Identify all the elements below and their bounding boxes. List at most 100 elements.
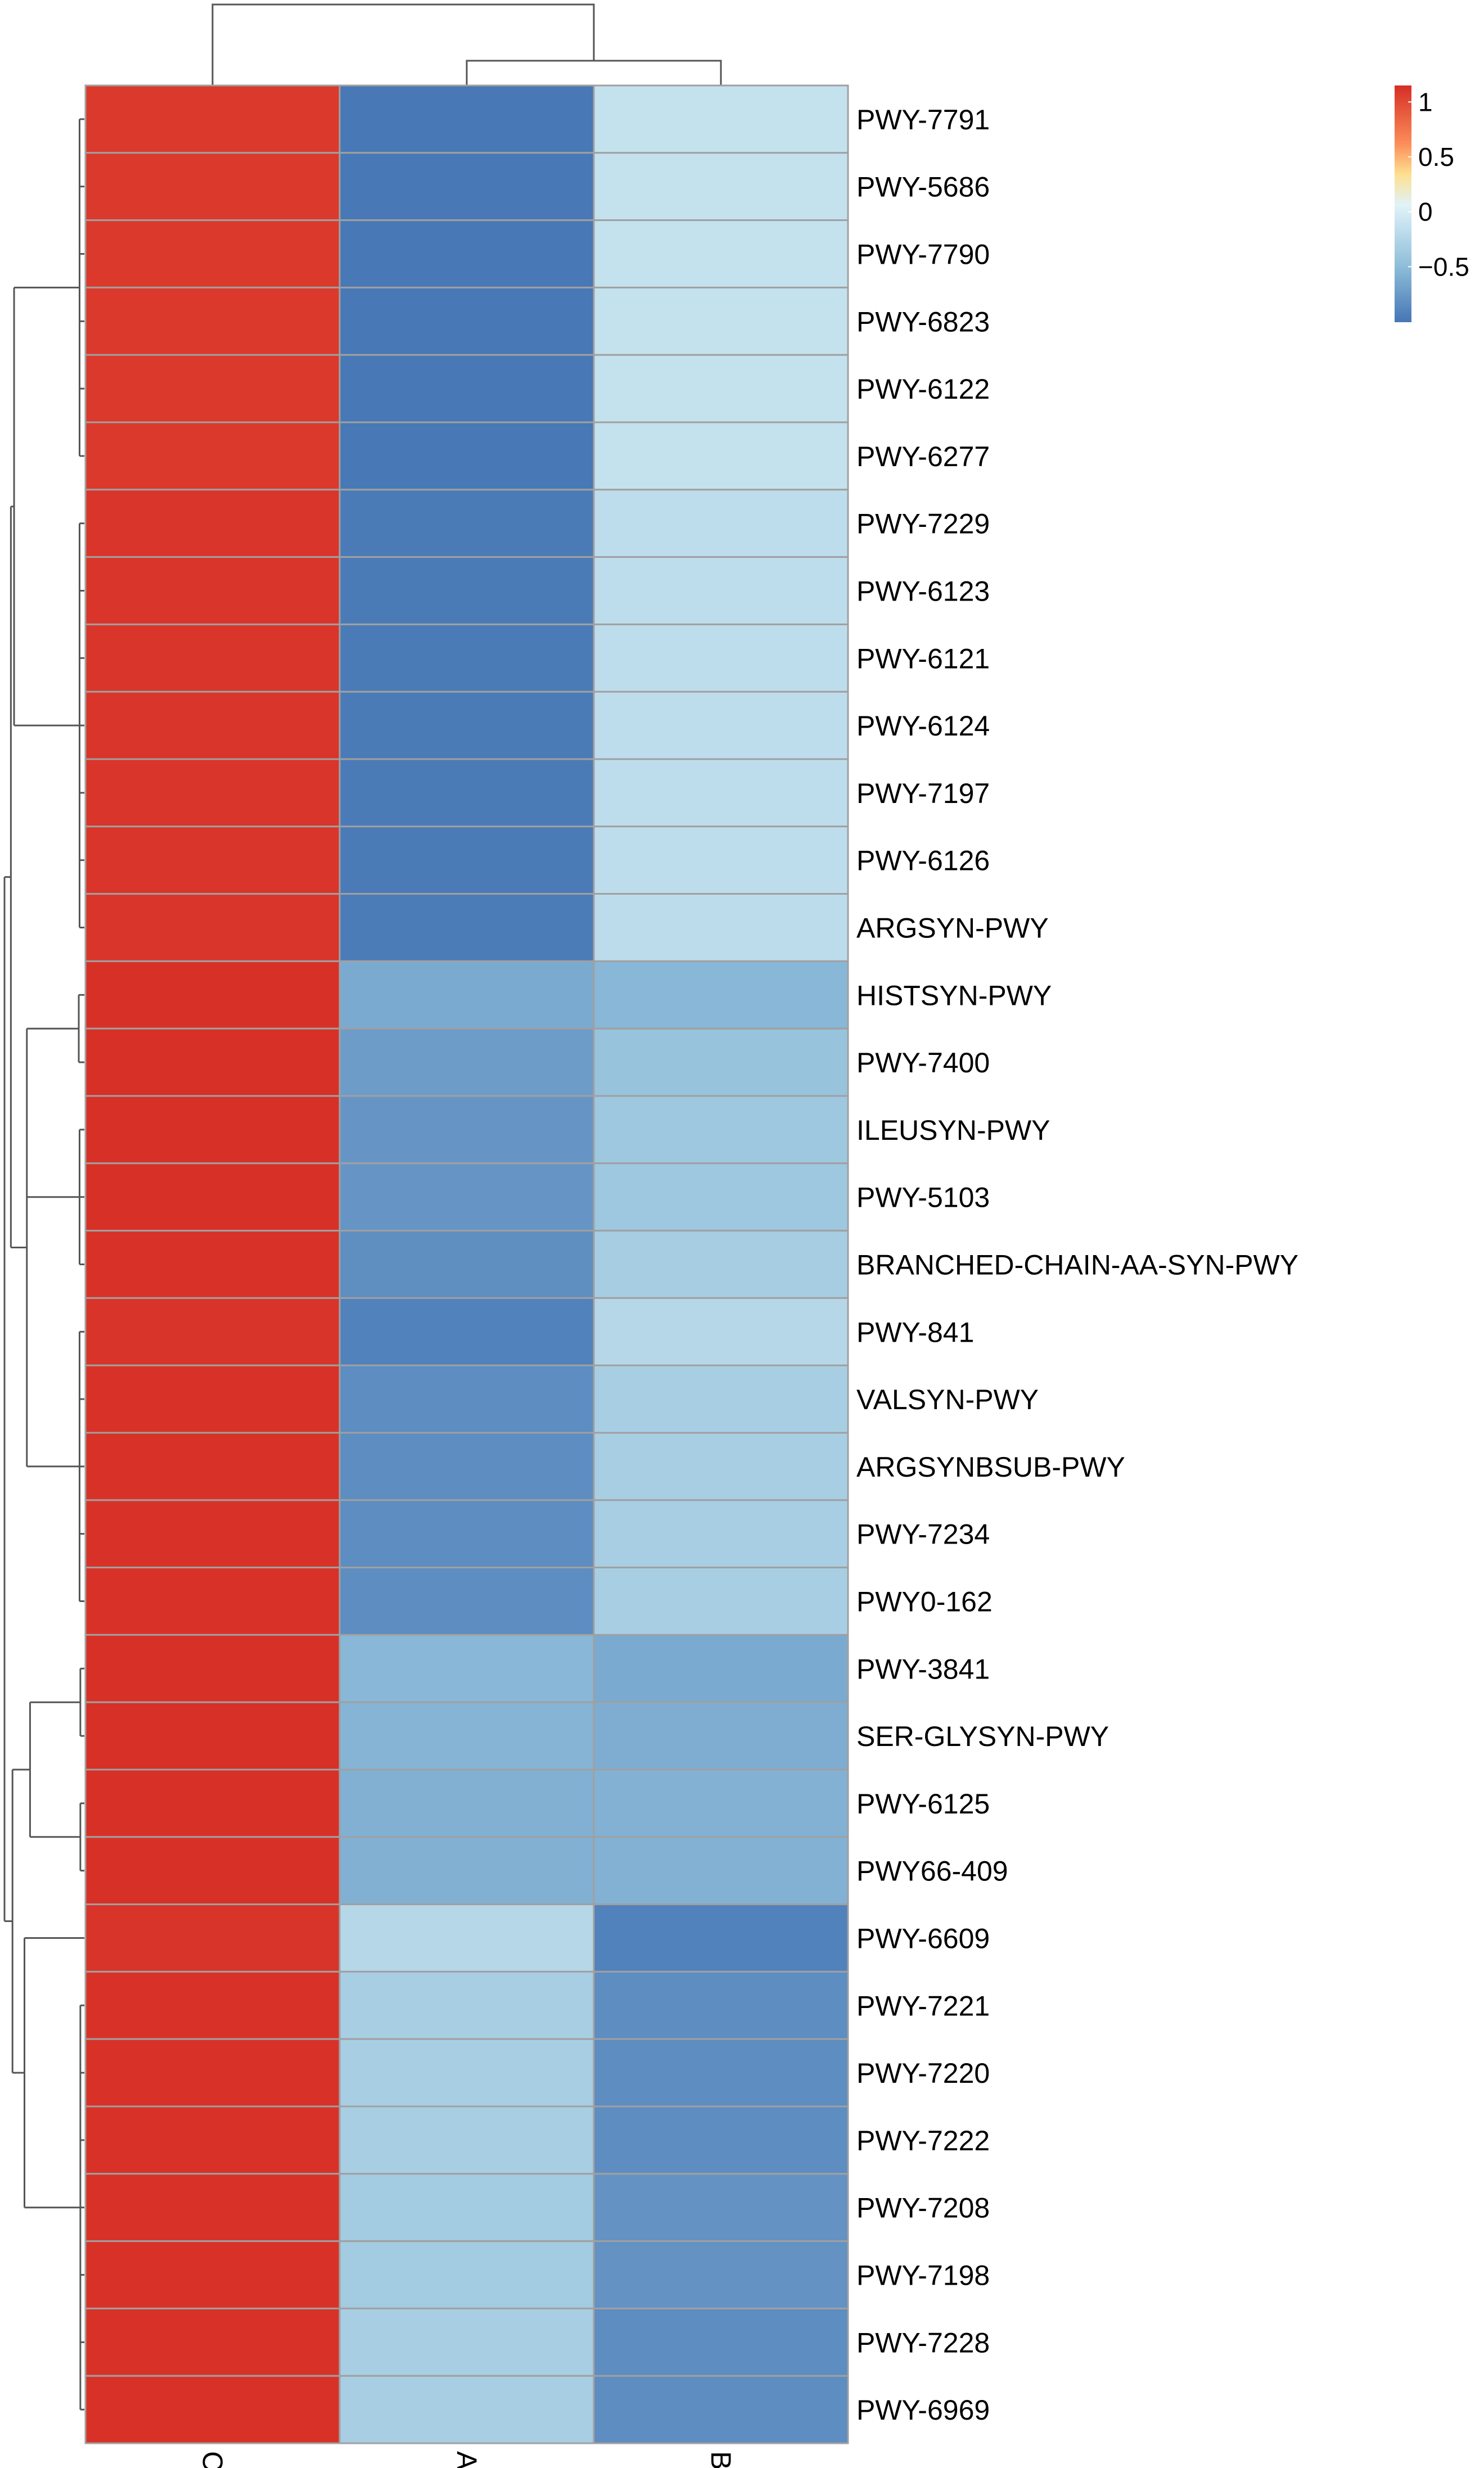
- colorbar-segment: [1395, 129, 1411, 132]
- colorbar-segment: [1395, 237, 1411, 240]
- colorbar-segment: [1395, 200, 1411, 202]
- heatmap-cell: [593, 421, 849, 491]
- colorbar-segment: [1395, 201, 1411, 204]
- heatmap-cell: [339, 2240, 595, 2309]
- heatmap-cell: [339, 2038, 595, 2108]
- colorbar-segment: [1395, 308, 1411, 310]
- heatmap-cell: [593, 758, 849, 828]
- colorbar-segment: [1395, 154, 1411, 157]
- colorbar-segment: [1395, 156, 1411, 159]
- colorbar-segment: [1395, 170, 1411, 173]
- heatmap-cell: [84, 623, 341, 693]
- heatmap-cell: [593, 1836, 849, 1906]
- colorbar-segment: [1395, 193, 1411, 196]
- row-label: PWY-6125: [856, 1788, 990, 1820]
- heatmap-cell: [84, 286, 341, 356]
- row-label: ARGSYN-PWY: [856, 913, 1049, 944]
- colorbar-segment: [1395, 235, 1411, 238]
- row-label: PWY-5686: [856, 172, 990, 203]
- row-label: SER-GLYSYN-PWY: [856, 1721, 1109, 1752]
- colorbar-segment: [1395, 296, 1411, 299]
- row-label: PWY-7228: [856, 2327, 990, 2358]
- row-label: PWY-6126: [856, 845, 990, 877]
- colorbar-segment: [1395, 255, 1411, 258]
- heatmap-cell: [84, 2038, 341, 2108]
- heatmap-cell: [593, 1701, 849, 1771]
- row-label: PWY-7234: [856, 1519, 990, 1550]
- colorbar-segment: [1395, 239, 1411, 242]
- heatmap-cell: [339, 1768, 595, 1838]
- colorbar-segment: [1395, 117, 1411, 120]
- colorbar-segment: [1395, 158, 1411, 161]
- colorbar-segment: [1395, 213, 1411, 216]
- dendrogram-branch: [211, 3, 595, 85]
- heatmap-cell: [84, 84, 341, 154]
- heatmap-cell: [339, 1027, 595, 1097]
- colorbar-segment: [1395, 134, 1411, 137]
- heatmap-cell: [84, 2240, 341, 2309]
- colorbar-segment: [1395, 150, 1411, 153]
- colorbar-segment: [1395, 146, 1411, 149]
- heatmap-cell: [593, 489, 849, 558]
- colorbar-segment: [1395, 302, 1411, 305]
- column-label: C: [197, 2451, 228, 2468]
- heatmap-cell: [84, 1432, 341, 1501]
- column-label: B: [705, 2451, 737, 2468]
- colorbar-segment: [1395, 286, 1411, 289]
- heatmap-cell: [593, 691, 849, 760]
- row-label: BRANCHED-CHAIN-AA-SYN-PWY: [856, 1249, 1298, 1281]
- colorbar-segment: [1395, 176, 1411, 179]
- heatmap-cell: [593, 286, 849, 356]
- colorbar-segment: [1395, 306, 1411, 309]
- colorbar-segment: [1395, 217, 1411, 220]
- colorbar-segment: [1395, 141, 1411, 143]
- colorbar-segment: [1395, 288, 1411, 291]
- colorbar-segment: [1395, 109, 1411, 112]
- column-label: A: [451, 2451, 482, 2468]
- colorbar-segment: [1395, 274, 1411, 277]
- colorbar-segment: [1395, 315, 1411, 318]
- colorbar-segment: [1395, 294, 1411, 297]
- colorbar-segment: [1395, 304, 1411, 306]
- heatmap-cell: [339, 691, 595, 760]
- row-label: PWY-841: [856, 1316, 974, 1348]
- heatmap-cell: [593, 1768, 849, 1838]
- heatmap-cell: [339, 1836, 595, 1906]
- colorbar-segment: [1395, 209, 1411, 212]
- colorbar-segment: [1395, 233, 1411, 236]
- colorbar-segment: [1395, 111, 1411, 114]
- colorbar-segment: [1395, 300, 1411, 303]
- heatmap-cell: [593, 1903, 849, 1973]
- heatmap-cell: [339, 1567, 595, 1636]
- heatmap-cell: [84, 1567, 341, 1636]
- heatmap-cell: [339, 2375, 595, 2444]
- colorbar-segment: [1395, 243, 1411, 246]
- colorbar-segment: [1395, 223, 1411, 226]
- colorbar-segment: [1395, 192, 1411, 195]
- colorbar-segment: [1395, 123, 1411, 125]
- heatmap-cell: [593, 1567, 849, 1636]
- colorbar-segment: [1395, 162, 1411, 165]
- row-label: HISTSYN-PWY: [856, 980, 1052, 1011]
- heatmap-cell: [84, 1634, 341, 1703]
- heatmap-cell: [593, 354, 849, 423]
- heatmap-cell: [593, 825, 849, 895]
- colorbar-segment: [1395, 264, 1411, 267]
- colorbar-segment: [1395, 85, 1411, 88]
- colorbar-segment: [1395, 263, 1411, 265]
- heatmap-cell: [339, 1297, 595, 1366]
- heatmap-cell: [339, 219, 595, 288]
- heatmap-cell: [593, 556, 849, 625]
- colorbar-segment: [1395, 105, 1411, 108]
- colorbar-segment: [1395, 121, 1411, 124]
- heatmap-cell: [339, 354, 595, 423]
- colorbar-segment: [1395, 115, 1411, 118]
- heatmap-cell: [593, 623, 849, 693]
- colorbar-segment: [1395, 314, 1411, 317]
- colorbar-tick-label: 0: [1418, 197, 1433, 227]
- row-label: PWY-7229: [856, 508, 990, 540]
- heatmap-cell: [339, 489, 595, 558]
- heatmap-cell: [84, 893, 341, 962]
- row-label: PWY-6123: [856, 576, 990, 607]
- row-label: ARGSYNBSUB-PWY: [856, 1451, 1125, 1483]
